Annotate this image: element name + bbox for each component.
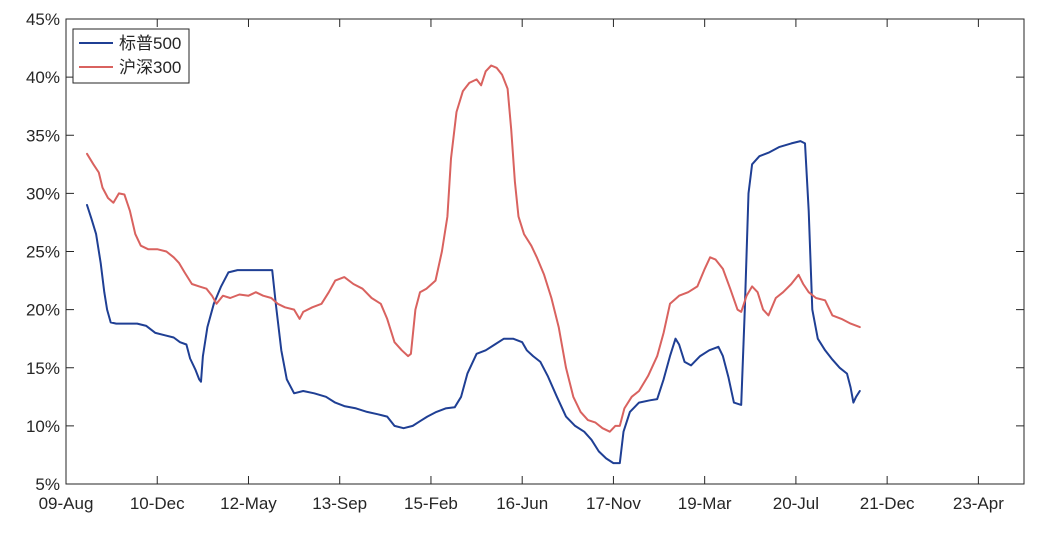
x-tick-label: 17-Nov (586, 494, 641, 513)
x-tick-label: 13-Sep (312, 494, 367, 513)
x-tick-label: 09-Aug (39, 494, 94, 513)
x-tick-label: 21-Dec (860, 494, 915, 513)
series-line-1 (86, 64, 861, 433)
plot-area (65, 18, 1025, 485)
y-tick-label: 35% (26, 126, 60, 145)
y-tick-label: 20% (26, 301, 60, 320)
y-axis: 5% 10% 15% 20% 25% 30% 35% 40% 45% (26, 10, 1024, 494)
series-line-0 (86, 140, 861, 465)
legend-label-0: 标普500 (119, 34, 181, 53)
y-tick-label: 25% (26, 243, 60, 262)
x-tick-label: 16-Jun (496, 494, 548, 513)
y-tick-label: 5% (35, 475, 60, 494)
y-tick-label: 30% (26, 184, 60, 203)
y-tick-label: 45% (26, 10, 60, 29)
y-tick-label: 10% (26, 417, 60, 436)
legend-label-1: 沪深300 (119, 58, 181, 77)
x-tick-label: 15-Feb (404, 494, 458, 513)
x-tick-label: 19-Mar (678, 494, 732, 513)
x-tick-label: 23-Apr (953, 494, 1004, 513)
series-layer (86, 64, 861, 465)
legend-box (72, 28, 190, 84)
x-tick-label: 20-Jul (773, 494, 819, 513)
y-tick-label: 40% (26, 68, 60, 87)
x-tick-label: 12-May (220, 494, 277, 513)
y-tick-label: 15% (26, 359, 60, 378)
x-axis: 09-Aug 10-Dec 12-May 13-Sep 15-Feb 16-Jun 17-N… (39, 19, 1004, 513)
legend: 标普500 沪深300 (72, 28, 190, 84)
x-tick-label: 10-Dec (130, 494, 185, 513)
